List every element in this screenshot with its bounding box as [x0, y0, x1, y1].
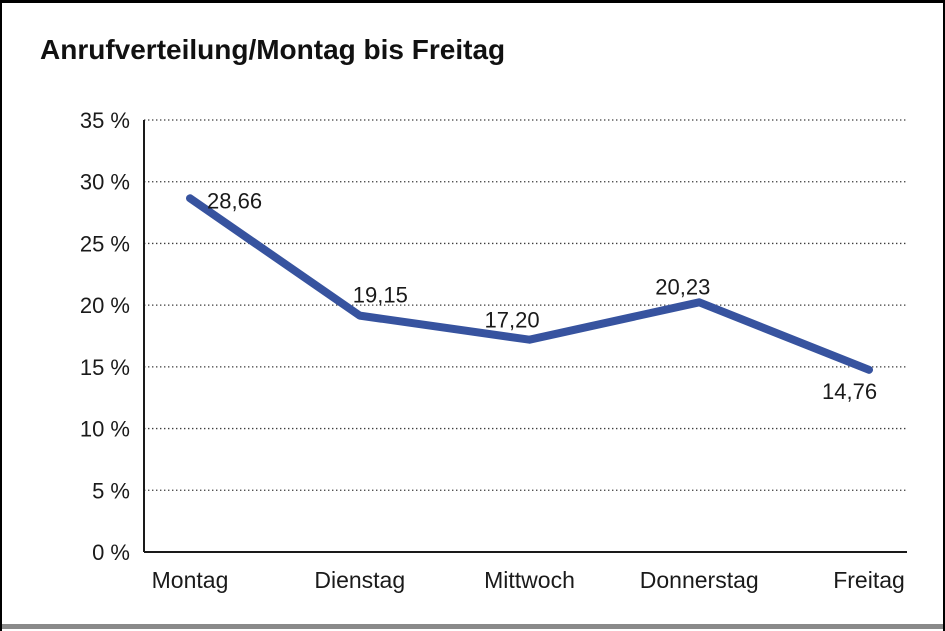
frame-bottom-shadow: [2, 624, 943, 629]
y-tick-label: 35 %: [80, 108, 130, 133]
x-category-label: Dienstag: [314, 567, 405, 593]
x-category-label: Donnerstag: [640, 567, 759, 593]
data-label: 28,66: [207, 188, 262, 213]
data-label: 20,23: [655, 274, 710, 299]
y-tick-label: 15 %: [80, 355, 130, 380]
x-category-label: Mittwoch: [484, 567, 575, 593]
y-tick-label: 5 %: [92, 478, 130, 503]
chart-title: Anrufverteilung/Montag bis Freitag: [40, 34, 506, 65]
x-category-label: Freitag: [833, 567, 905, 593]
data-label: 19,15: [353, 283, 408, 308]
line-chart: 0 % 5 % 10 % 15 % 20 % 25 % 30 % 35 % 28,66 19,15…: [80, 108, 907, 593]
data-line: [186, 194, 873, 374]
data-label: 17,20: [485, 308, 540, 333]
y-tick-label: 25 %: [80, 231, 130, 256]
y-tick-label: 30 %: [80, 170, 130, 195]
y-tick-label: 20 %: [80, 293, 130, 318]
x-category-label: Montag: [152, 567, 229, 593]
y-tick-label: 10 %: [80, 417, 130, 442]
data-label: 14,76: [822, 379, 877, 404]
y-tick-label: 0 %: [92, 540, 130, 565]
